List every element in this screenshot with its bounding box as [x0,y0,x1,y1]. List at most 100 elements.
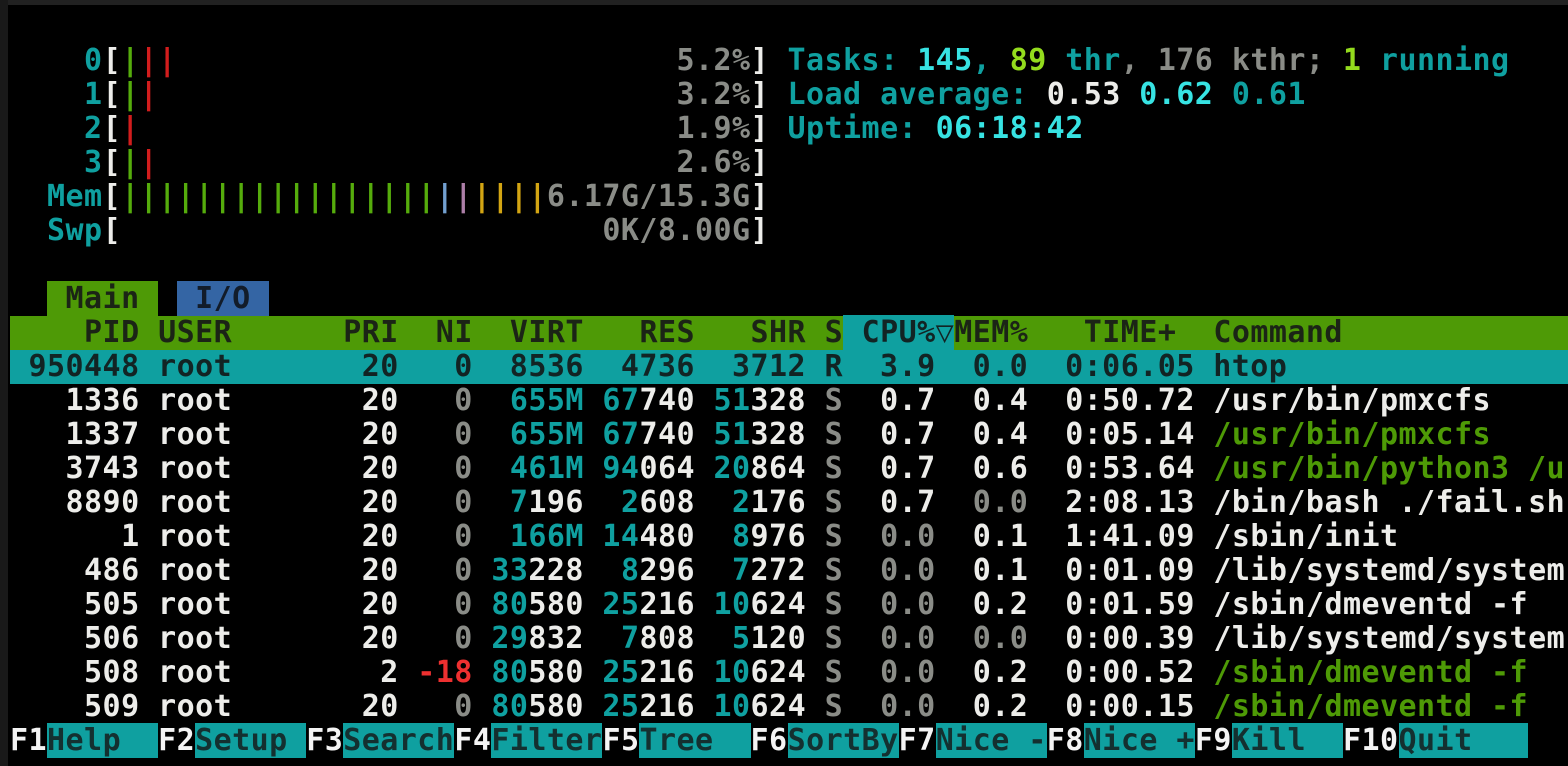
process-row[interactable]: 505 root 20 0 80580 25216 10624 S 0.0 0.… [10,588,1568,622]
col-virt[interactable]: VIRT [491,315,584,350]
col-user[interactable]: USER [158,315,325,350]
text-span [806,417,825,452]
fkey-f6[interactable]: F6 [750,723,788,758]
fkey-f8[interactable]: F8 [1046,723,1084,758]
fkey-f1[interactable]: F1 [10,723,48,758]
cpu1-meter-row: 1[|| 3.2%] Load average: 0.53 0.62 0.61 [10,78,1568,112]
state: S [824,485,844,520]
text-span: 0.0 [954,485,1029,520]
fkey-f4[interactable]: F4 [454,723,492,758]
text-span [473,587,492,622]
col-state[interactable]: S [824,315,844,350]
pid-user-pri: 505 root 20 [10,587,418,622]
text-span: 624 [750,689,807,724]
cpu-mem-time: 0.7 0.6 0:53.64 [843,451,1214,486]
fkey-f5-label[interactable]: Tree [639,723,751,758]
fkey-f7[interactable]: F7 [898,723,936,758]
thread-count: 89 [1009,43,1047,78]
text-span [806,689,825,724]
meter-close-bracket: ] [750,145,769,180]
text-span: 0.2 0:01.59 [935,587,1214,622]
text-span: 33 [491,553,529,588]
col-shr[interactable]: SHR [713,315,807,350]
fkey-f2[interactable]: F2 [158,723,196,758]
text-span: 176 [750,485,807,520]
text-span [695,417,714,452]
load-1min: 0.53 [1046,77,1140,112]
text-span: 624 [750,587,807,622]
state: S [824,689,844,724]
text-span [584,451,603,486]
function-key-bar: F1Help F2Setup F3SearchF4FilterF5Tree F6… [10,723,1568,758]
cpu-bar-kernel: || [139,43,177,78]
fkey-f6-label[interactable]: SortBy [787,723,899,758]
process-row[interactable]: 1336 root 20 0 655M 67740 51328 S 0.7 0.… [10,384,1568,418]
text-span [806,655,825,690]
nice: 0 [417,587,473,622]
col-cpu-sort[interactable]: CPU%▽ [843,315,955,350]
fkey-f10-label[interactable]: Quit [1398,723,1529,758]
text-span: 228 [528,553,584,588]
process-row[interactable]: 508 root 2 -18 80580 25216 10624 S 0.0 0… [10,656,1568,690]
text-span: 580 [528,689,584,724]
process-row[interactable]: 1337 root 20 0 655M 67740 51328 S 0.7 0.… [10,418,1568,452]
load-average-label: Load average: [787,77,1047,112]
fkey-f1-label[interactable]: Help [47,723,159,758]
tab-main[interactable]: Main [47,281,159,316]
process-row[interactable]: 8890 root 20 0 7196 2608 2176 S 0.7 0.0 … [10,486,1568,520]
process-row[interactable]: 1 root 20 0 166M 14480 8976 S 0.0 0.1 1:… [10,520,1568,554]
process-row[interactable]: 3743 root 20 0 461M 94064 20864 S 0.7 0.… [10,452,1568,486]
table-header-row: PID USER PRI NI VIRT RES SHR S CPU%▽MEM%… [10,315,1568,350]
cpu1-value: 3.2% [676,77,751,112]
text-span: 655M [509,383,584,418]
text-span: 25 [602,689,640,724]
text-span: 0.1 0:01.09 [935,553,1214,588]
text-span: 7 [732,553,751,588]
fkey-f3[interactable]: F3 [306,723,344,758]
load-15min: 0.61 [1231,77,1306,112]
tasks-label: Tasks: [787,43,918,78]
text-span: 655M [509,417,584,452]
text-span: 624 [750,655,807,690]
fkey-f4-label[interactable]: Filter [491,723,603,758]
text-span: 29 [491,621,529,656]
col-time[interactable]: TIME+ [1046,315,1195,350]
process-row-selected[interactable]: 950448 root 20 0 8536 4736 3712 R 3.9 0.… [10,350,1568,384]
col-pri[interactable]: PRI [343,315,399,350]
pid-user-pri: 509 root 20 [10,689,418,724]
text-span: 94 [602,451,640,486]
text-span [806,315,825,350]
screen-tabs-row: Main I/O [10,281,1568,316]
fkey-f2-label[interactable]: Setup [195,723,307,758]
text-span [473,383,510,418]
fkey-f10[interactable]: F10 [1342,723,1399,758]
process-row[interactable]: 506 root 20 0 29832 7808 5120 S 0.0 0.0 … [10,622,1568,656]
fkey-f3-label[interactable]: Search [343,723,455,758]
col-mem[interactable]: MEM% [954,315,1029,350]
col-command[interactable]: Command [1213,315,1566,350]
cpu2-meter-row: 2[| 1.9%] Uptime: 06:18:42 [10,112,1568,146]
text-span [473,519,510,554]
text-span [158,281,177,316]
fkey-f9[interactable]: F9 [1194,723,1232,758]
text-span [695,315,714,350]
fkey-f8-label[interactable]: Nice + [1083,723,1195,758]
text-span [936,485,955,520]
text-span [695,519,732,554]
col-res[interactable]: RES [602,315,695,350]
col-pid[interactable]: PID [10,315,140,350]
fkey-f5[interactable]: F5 [602,723,640,758]
text-span: 10 [713,689,751,724]
command: /sbin/dmeventd -f [1213,587,1529,622]
fkey-f9-label[interactable]: Kill [1231,723,1343,758]
meter-open-bracket: [ [102,145,122,180]
process-row[interactable]: 486 root 20 0 33228 8296 7272 S 0.0 0.1 … [10,554,1568,588]
text-span [584,383,603,418]
nice: 0 [417,417,473,452]
col-ni[interactable]: NI [417,315,473,350]
tab-io[interactable]: I/O [176,281,270,316]
fkey-f7-label[interactable]: Nice - [935,723,1047,758]
command: /usr/bin/python3 /u [1213,451,1566,486]
process-row[interactable]: 509 root 20 0 80580 25216 10624 S 0.0 0.… [10,690,1568,724]
text-span: 2 [620,485,640,520]
